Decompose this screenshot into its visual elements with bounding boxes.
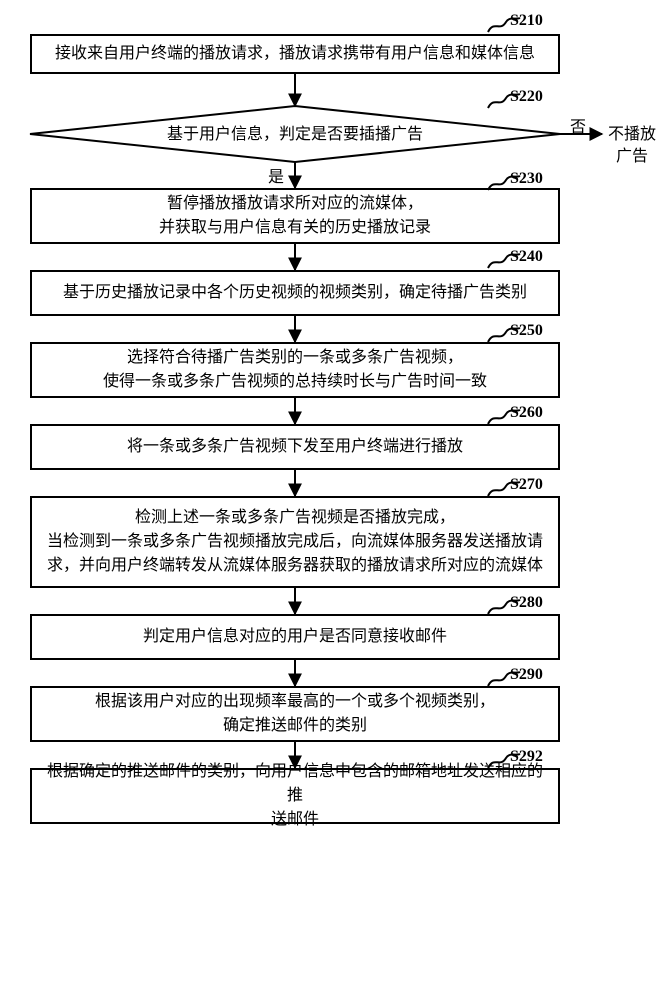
step-S280: 判定用户信息对应的用户是否同意接收邮件 — [30, 614, 560, 660]
step-text: 将一条或多条广告视频下发至用户终端进行播放 — [127, 435, 463, 459]
squiggle-S220 — [486, 92, 522, 110]
step-text: 根据该用户对应的出现频率最高的一个或多个视频类别， 确定推送邮件的类别 — [95, 690, 495, 738]
step-S210: 接收来自用户终端的播放请求，播放请求携带有用户信息和媒体信息 — [30, 34, 560, 74]
step-S270: 检测上述一条或多条广告视频是否播放完成， 当检测到一条或多条广告视频播放完成后，… — [30, 496, 560, 588]
squiggle-S280 — [486, 598, 522, 616]
squiggle-S260 — [486, 408, 522, 426]
step-S292: 根据确定的推送邮件的类别，向用户信息中包含的邮箱地址发送相应的推 送邮件 — [30, 768, 560, 824]
step-text: 基于历史播放记录中各个历史视频的视频类别，确定待播广告类别 — [63, 281, 527, 305]
step-S240: 基于历史播放记录中各个历史视频的视频类别，确定待播广告类别 — [30, 270, 560, 316]
step-text: 根据确定的推送邮件的类别，向用户信息中包含的邮箱地址发送相应的推 送邮件 — [42, 760, 548, 832]
step-text: 接收来自用户终端的播放请求，播放请求携带有用户信息和媒体信息 — [55, 42, 535, 66]
step-text: 暂停播放播放请求所对应的流媒体， 并获取与用户信息有关的历史播放记录 — [159, 192, 431, 240]
squiggle-S292 — [486, 752, 522, 770]
yes-label: 是 — [268, 163, 284, 187]
step-text: 选择符合待播广告类别的一条或多条广告视频， 使得一条或多条广告视频的总持续时长与… — [103, 346, 487, 394]
decision-diamond — [30, 106, 560, 162]
step-S260: 将一条或多条广告视频下发至用户终端进行播放 — [30, 424, 560, 470]
squiggle-S210 — [486, 16, 522, 34]
step-S290: 根据该用户对应的出现频率最高的一个或多个视频类别， 确定推送邮件的类别 — [30, 686, 560, 742]
step-text: 检测上述一条或多条广告视频是否播放完成， 当检测到一条或多条广告视频播放完成后，… — [47, 506, 543, 578]
squiggle-S270 — [486, 480, 522, 498]
step-S250: 选择符合待播广告类别的一条或多条广告视频， 使得一条或多条广告视频的总持续时长与… — [30, 342, 560, 398]
no-branch-text: 不播放 广告 — [608, 124, 656, 169]
squiggle-S290 — [486, 670, 522, 688]
step-text: 判定用户信息对应的用户是否同意接收邮件 — [143, 625, 447, 649]
squiggle-S250 — [486, 326, 522, 344]
step-S230: 暂停播放播放请求所对应的流媒体， 并获取与用户信息有关的历史播放记录 — [30, 188, 560, 244]
decision-text: 基于用户信息，判定是否要插播广告 — [167, 125, 423, 143]
no-label: 否 — [570, 113, 586, 137]
squiggle-S230 — [486, 174, 522, 192]
squiggle-S240 — [486, 252, 522, 270]
